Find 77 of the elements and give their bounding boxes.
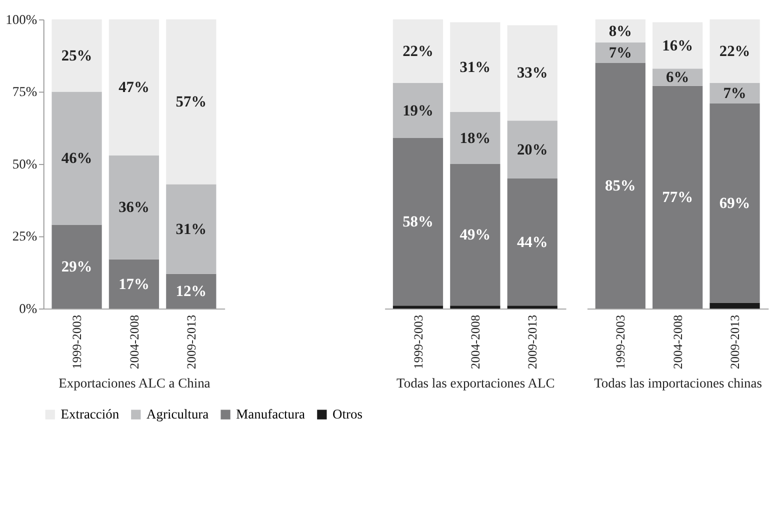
data-label: 8% [608, 22, 632, 40]
bar [52, 92, 102, 225]
bar [507, 306, 558, 309]
x-tick-label: 2004-2008 [468, 314, 483, 370]
data-label: 22% [402, 43, 434, 60]
y-tick-label: 50% [12, 156, 38, 172]
bar [108, 19, 160, 156]
data-label: 19% [402, 102, 434, 120]
data-label: 6% [666, 69, 690, 86]
x-tick-label: 2004-2008 [670, 314, 685, 370]
bar [52, 224, 102, 309]
bar [595, 62, 646, 309]
data-label: 25% [61, 47, 92, 64]
bar [652, 86, 703, 309]
legend-label: Otros [332, 406, 362, 422]
bar [710, 83, 760, 104]
data-label: 46% [61, 150, 92, 168]
data-label: 12% [176, 283, 207, 300]
bar [392, 138, 444, 306]
x-axis-title: Exportaciones ALC a China [58, 375, 210, 390]
x-tick-label: 1999-2003 [411, 314, 426, 370]
data-label: 69% [719, 194, 750, 212]
bar [710, 302, 760, 309]
bar [52, 19, 102, 92]
y-tick-label: 100% [6, 12, 38, 27]
bar [108, 259, 160, 309]
y-tick-label: 0% [19, 300, 38, 316]
data-label: 29% [61, 258, 92, 276]
bar [392, 19, 444, 84]
bar [507, 120, 558, 178]
data-label: 47% [118, 79, 150, 96]
legend-label: Agricultura [146, 406, 209, 422]
bar [710, 103, 760, 303]
x-tick-label: 2009-2013 [526, 314, 540, 370]
data-label: 22% [719, 43, 750, 60]
bar [166, 274, 216, 309]
data-label: 7% [608, 44, 632, 62]
data-label: 33% [516, 64, 548, 82]
x-axis-title: Todas las importaciones chinas [594, 375, 762, 390]
x-tick-label: 2009-2013 [184, 314, 198, 370]
data-label: 44% [516, 234, 548, 251]
x-axis-title: Todas las exportaciones ALC [396, 375, 555, 390]
y-tick-label: 75% [12, 84, 38, 100]
bar [450, 22, 500, 112]
bar [507, 25, 558, 121]
data-label: 49% [460, 226, 491, 244]
x-tick-label: 1999-2003 [614, 314, 628, 370]
data-label: 31% [460, 58, 491, 76]
bar [450, 164, 500, 306]
bar [166, 184, 216, 274]
bar [450, 306, 500, 309]
data-label: 20% [516, 141, 548, 158]
x-tick-label: 2009-2013 [728, 314, 742, 370]
x-tick-label: 1999-2003 [70, 314, 84, 370]
data-label: 16% [662, 37, 693, 54]
bar [507, 178, 558, 306]
legend-label: Manufactura [236, 406, 306, 422]
bar [392, 83, 444, 138]
bar [595, 42, 646, 63]
data-label: 7% [723, 84, 746, 102]
bar [652, 22, 703, 69]
bar [166, 19, 216, 184]
data-label: 77% [662, 189, 693, 206]
y-tick-label: 25% [12, 228, 38, 244]
data-label: 17% [118, 276, 150, 293]
data-label: 57% [176, 94, 207, 111]
bar [392, 306, 444, 309]
bar [108, 155, 160, 260]
data-label: 85% [604, 177, 636, 194]
bar [450, 112, 500, 164]
data-label: 58% [402, 214, 434, 231]
data-label: 18% [460, 130, 491, 147]
data-label: 31% [176, 220, 207, 238]
bar [710, 19, 760, 84]
data-label: 36% [118, 199, 150, 216]
legend-label: Extracción [60, 406, 120, 422]
x-tick-label: 2004-2008 [127, 314, 142, 370]
